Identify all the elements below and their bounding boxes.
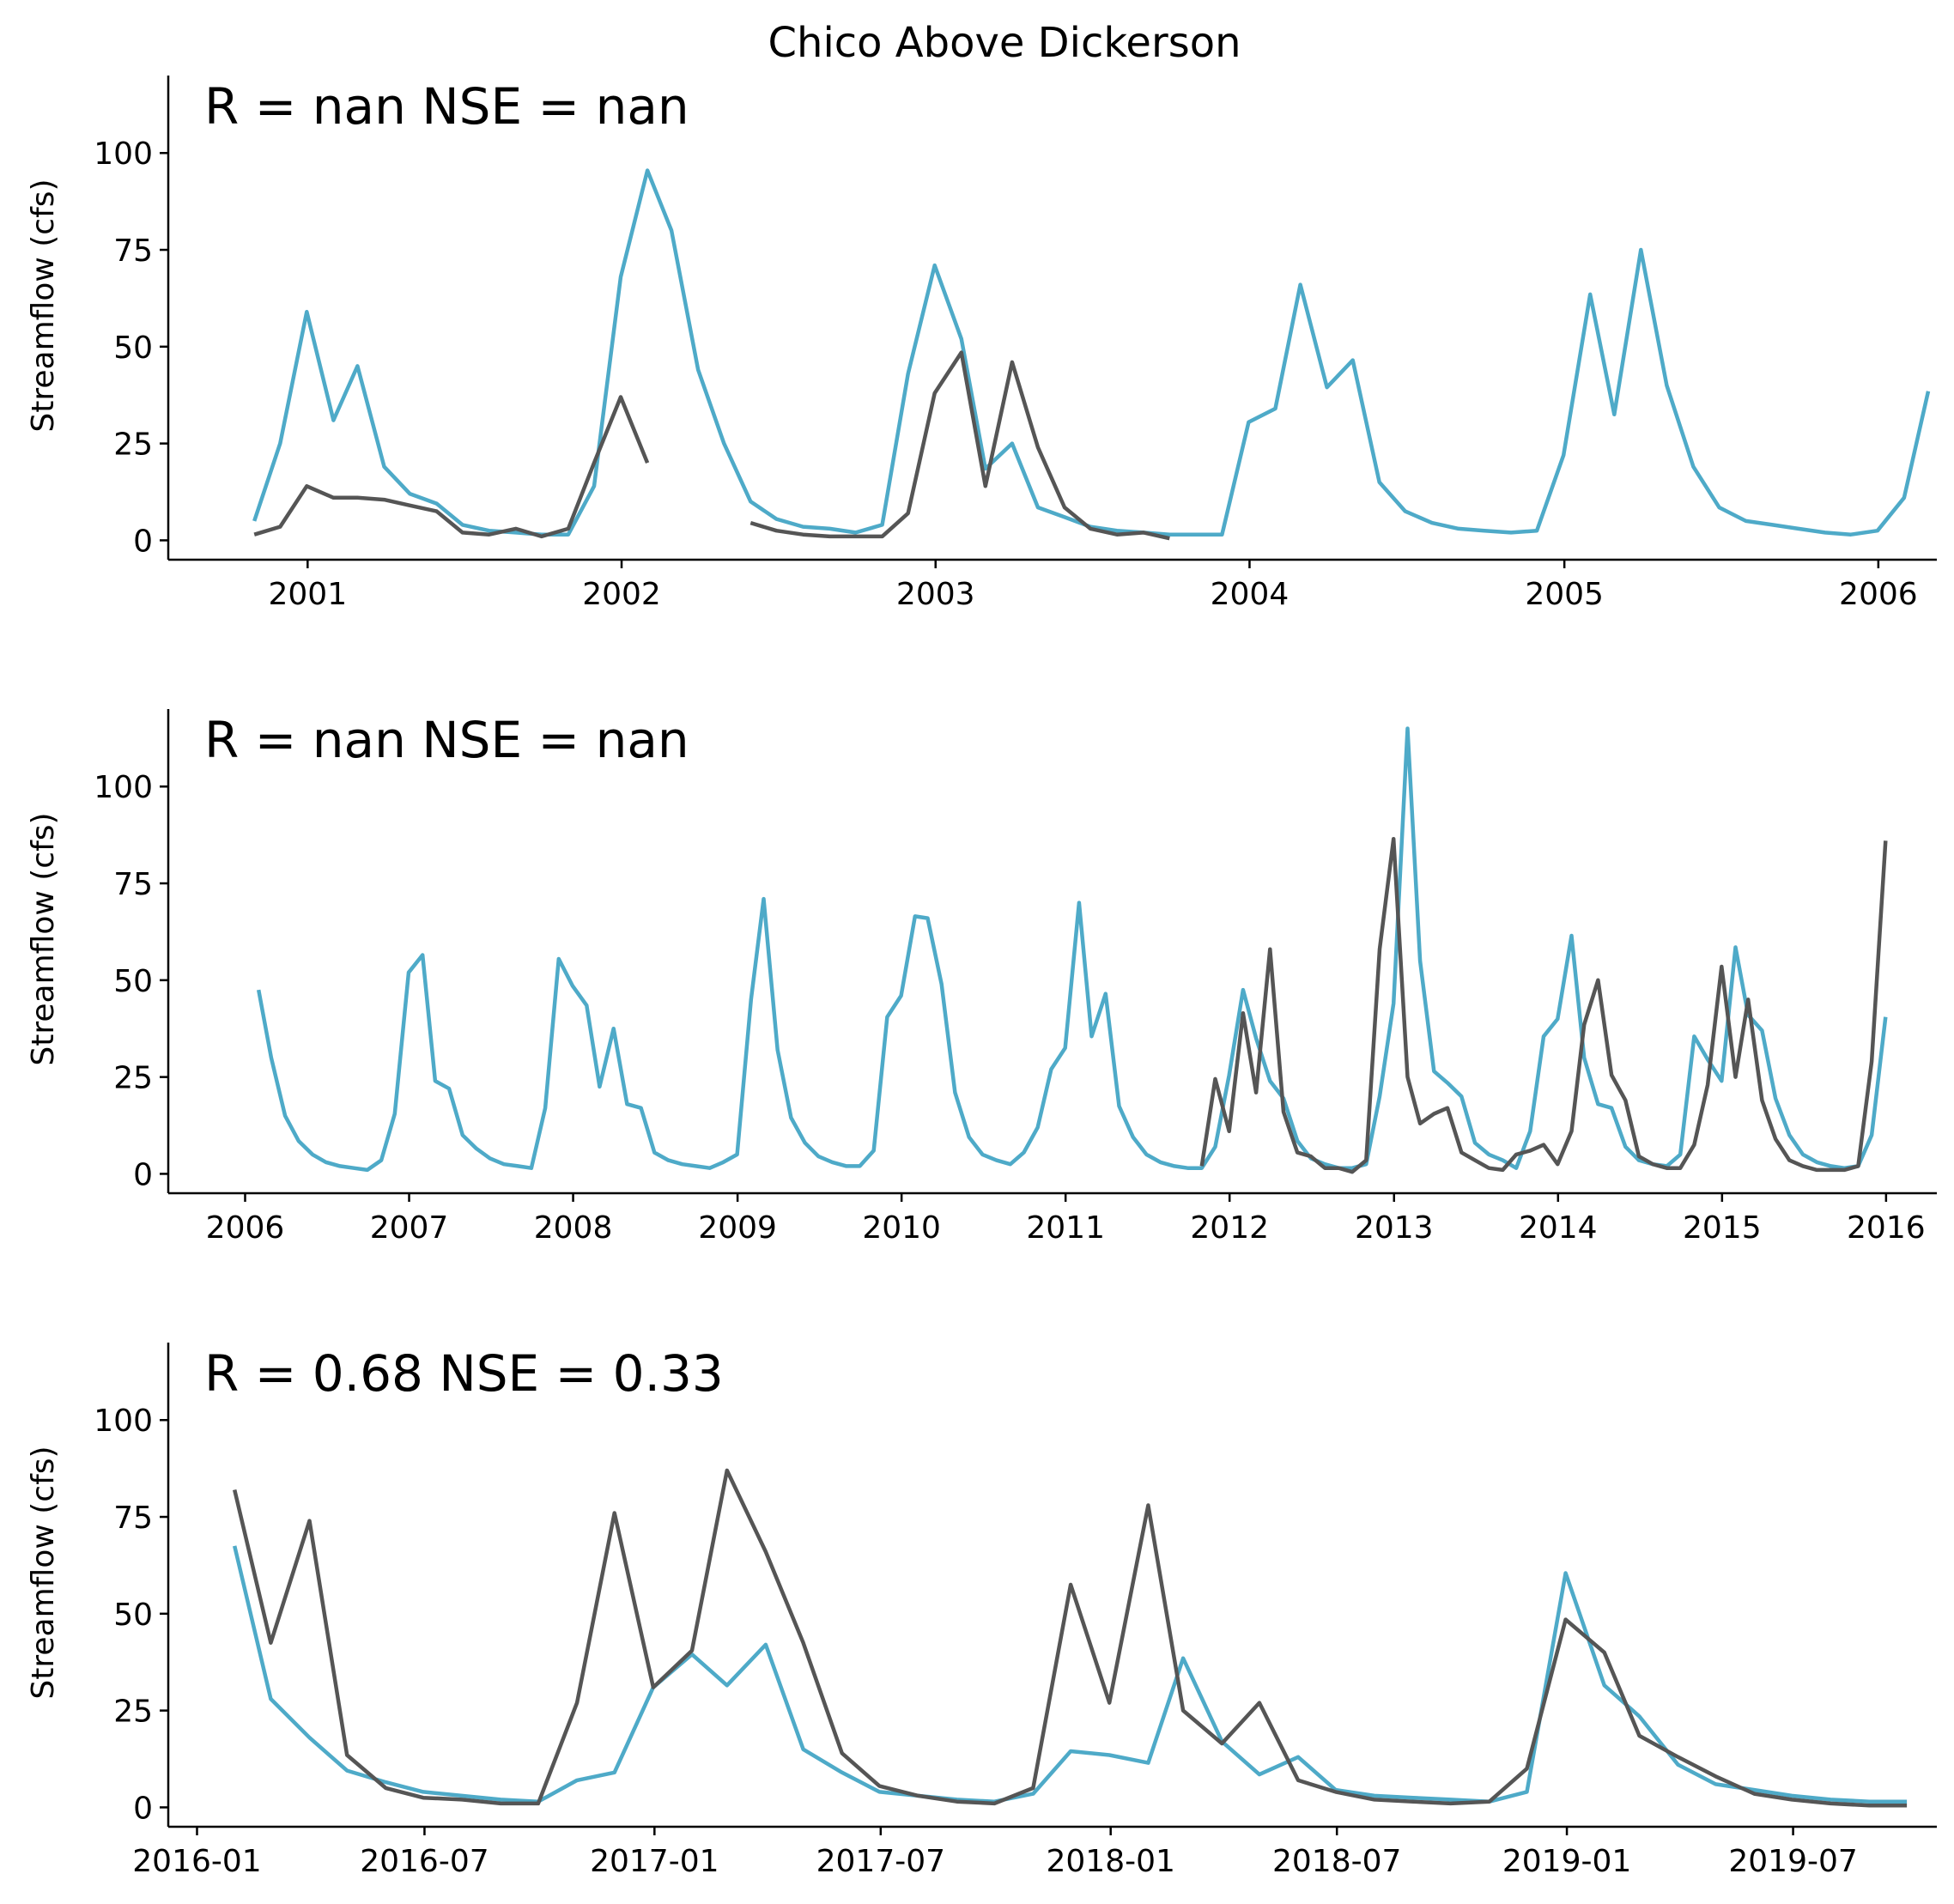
- x-tick-label: 2004: [1211, 577, 1290, 612]
- series-layer: [233, 1468, 1908, 1808]
- x-tick-label: 2009: [698, 1210, 777, 1246]
- x-tick-label: 2018-07: [1272, 1844, 1401, 1879]
- y-axis-label: Streamflow (cfs): [26, 1446, 61, 1699]
- panel-2006-2016: R = nan NSE = nan Streamflow (cfs) 0 25 50…: [26, 709, 1937, 1246]
- x-tick-label: 2016-01: [132, 1844, 261, 1879]
- y-axis-label: Streamflow (cfs): [26, 812, 61, 1065]
- observed-line-segment-1: [233, 1468, 1908, 1808]
- y-tick-label: 50: [113, 964, 153, 999]
- y-tick-label: 100: [94, 770, 153, 805]
- x-tick-label: 2006: [1839, 577, 1918, 612]
- x-tick-label: 2019-07: [1728, 1844, 1857, 1879]
- panel-2016-2019: R = 0.68 NSE = 0.33 Streamflow (cfs) 0 25…: [26, 1343, 1937, 1879]
- y-tick-label: 50: [113, 1598, 153, 1633]
- y-tick-label: 100: [94, 1404, 153, 1439]
- y-tick-label: 0: [133, 524, 153, 559]
- x-tick-label: 2005: [1525, 577, 1604, 612]
- x-tick-label: 2018-01: [1046, 1844, 1174, 1879]
- axes-layer: 0 25 50 75 100 2001 2002 2003 2004 2005 2006: [94, 76, 1937, 612]
- x-tick-label: 2003: [896, 577, 975, 612]
- axes-layer: 0 25 50 75 100 2016-01 2016-07 2017-01 2017-07 20…: [94, 1343, 1937, 1879]
- panel-2000-2006: R = nan NSE = nan Streamflow (cfs) 0 25 50…: [26, 76, 1937, 612]
- y-tick-label: 75: [113, 1501, 153, 1536]
- y-axis-label: Streamflow (cfs): [26, 179, 61, 432]
- y-tick-label: 25: [113, 1695, 153, 1730]
- observed-line-segment-1: [253, 395, 650, 539]
- axes-layer: 0 25 50 75 100 2006 2007 2008 2009 2010 2011 2012 20…: [94, 709, 1937, 1246]
- y-tick-label: 25: [113, 1061, 153, 1096]
- x-tick-label: 2006: [206, 1210, 285, 1246]
- x-tick-label: 2019-01: [1502, 1844, 1631, 1879]
- series-layer: [256, 726, 1888, 1174]
- x-tick-label: 2007: [370, 1210, 449, 1246]
- y-tick-label: 0: [133, 1791, 153, 1826]
- x-tick-label: 2016: [1847, 1210, 1926, 1246]
- x-tick-label: 2016-07: [360, 1844, 488, 1879]
- x-tick-label: 2008: [534, 1210, 613, 1246]
- y-tick-label: 75: [113, 233, 153, 269]
- observed-line-segment-2: [749, 350, 1170, 541]
- x-tick-label: 2001: [269, 577, 348, 612]
- x-tick-label: 2015: [1683, 1210, 1762, 1246]
- simulated-line-segment-1: [252, 168, 1931, 537]
- figure-title: Chico Above Dickerson: [768, 19, 1241, 67]
- x-tick-label: 2010: [862, 1210, 941, 1246]
- y-tick-label: 25: [113, 427, 153, 463]
- series-layer: [252, 168, 1931, 541]
- stat-text: R = nan NSE = nan: [204, 77, 689, 136]
- simulated-line-segment-1: [256, 726, 1888, 1173]
- stat-text: R = nan NSE = nan: [204, 711, 689, 769]
- observed-line-segment-1: [1199, 836, 1888, 1174]
- y-tick-label: 0: [133, 1157, 153, 1192]
- x-tick-label: 2014: [1519, 1210, 1598, 1246]
- x-tick-label: 2012: [1190, 1210, 1269, 1246]
- x-tick-label: 2002: [582, 577, 661, 612]
- x-tick-label: 2013: [1355, 1210, 1434, 1246]
- y-tick-label: 50: [113, 330, 153, 366]
- x-tick-label: 2017-01: [590, 1844, 719, 1879]
- stat-text: R = 0.68 NSE = 0.33: [204, 1344, 724, 1403]
- y-tick-label: 100: [94, 136, 153, 172]
- y-tick-label: 75: [113, 867, 153, 902]
- x-tick-label: 2011: [1026, 1210, 1105, 1246]
- x-tick-label: 2017-07: [816, 1844, 945, 1879]
